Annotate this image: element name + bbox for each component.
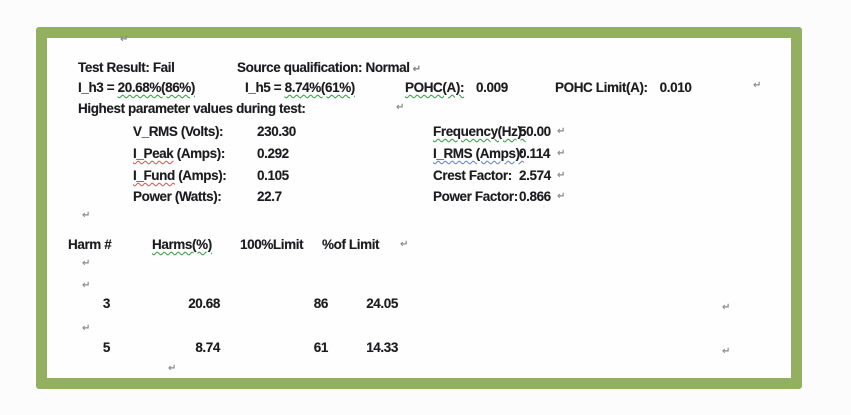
param-value: 2.574 — [519, 168, 551, 183]
pohc-label: POHC(A): — [405, 80, 465, 95]
test-result: Test Result: Fail — [78, 60, 175, 75]
param-label-text: Power Factor: — [433, 189, 518, 204]
pilcrow-mark: ↵ — [400, 239, 409, 250]
pilcrow-mark: ↵ — [557, 126, 566, 137]
cell-harm-number: 5 — [102, 340, 111, 355]
table-row: 3 20.68 86 24.05 ↵ — [0, 296, 851, 313]
pilcrow-mark: ↵ — [120, 34, 129, 45]
param-label-text: (Amps): — [173, 146, 226, 161]
param-label: I_Fund (Amps): — [133, 168, 227, 183]
param-value: 0.866 — [519, 189, 551, 204]
ih3-reading: I_h3 = 20.68%(86%) — [78, 80, 195, 95]
pilcrow-mark: ↵ — [557, 148, 566, 159]
param-value: 0.105 — [257, 168, 289, 183]
table-row: 5 8.74 61 14.33 ↵ — [0, 340, 851, 357]
param-label-text: V_RMS (Volts): — [133, 124, 224, 139]
pohc-limit-label: POHC Limit(A): — [555, 80, 648, 95]
pilcrow-mark: ↵ — [82, 258, 91, 269]
parameter-row: V_RMS (Volts): 230.30 Frequency(Hz): 50.… — [0, 124, 851, 141]
pilcrow-mark: ↵ — [722, 346, 731, 357]
param-label: Frequency(Hz): — [433, 124, 526, 139]
pohc-value: 0.009 — [476, 80, 508, 95]
section-title: Highest parameter values during test: — [78, 101, 306, 116]
section-title-line: Highest parameter values during test: ↵ — [0, 101, 851, 118]
cell-pct-of-limit: 24.05 — [366, 296, 398, 311]
ih5-value: 8.74%(61%) — [284, 80, 356, 95]
pilcrow-mark: ↵ — [722, 302, 731, 313]
cell-limit: 86 — [313, 296, 329, 311]
param-label-marked: Frequency(Hz): — [433, 124, 526, 139]
param-label: Power (Watts): — [133, 189, 222, 204]
source-label: Source qualification: — [237, 60, 363, 75]
table-header-limit: 100%Limit — [240, 237, 304, 252]
cell-harms-pct: 8.74 — [195, 340, 220, 355]
param-value: 0.292 — [257, 146, 289, 161]
ih3-prefix: I_h3 = — [78, 80, 118, 95]
pilcrow-mark: ↵ — [168, 363, 177, 374]
param-label: V_RMS (Volts): — [133, 124, 224, 139]
ih5-prefix: I_h5 = — [245, 80, 285, 95]
pilcrow-mark: ↵ — [82, 280, 91, 291]
pohc-limit-value: 0.010 — [659, 80, 692, 95]
param-value: 50.00 — [519, 124, 551, 139]
cell-harm-number: 3 — [102, 296, 111, 311]
test-result-value: Fail — [152, 60, 175, 75]
pohc-reading: POHC(A): 0.009 — [405, 80, 508, 95]
pilcrow-mark: ↵ — [412, 64, 421, 75]
source-value: Normal — [365, 60, 410, 75]
param-value: 230.30 — [257, 124, 296, 139]
table-header-row: Harm # Harms(%) 100%Limit %of Limit ↵ — [0, 237, 851, 254]
param-label: I_RMS (Amps): — [433, 146, 524, 161]
ih5-reading: I_h5 = 8.74%(61%) — [245, 80, 355, 95]
cell-limit: 61 — [313, 340, 329, 355]
source-qualification: Source qualification: Normal ↵ — [237, 60, 421, 75]
param-value: 0.114 — [519, 146, 551, 161]
pilcrow-mark: ↵ — [753, 80, 762, 91]
param-label-marked: I_Fund — [133, 168, 175, 183]
param-value: 22.7 — [257, 189, 282, 204]
parameter-row: I_Peak (Amps): 0.292 I_RMS (Amps): 0.114… — [0, 146, 851, 163]
param-label-text: (Amps): — [174, 168, 227, 183]
pilcrow-mark: ↵ — [396, 102, 405, 113]
param-label-marked: I_RMS (Amps): — [433, 146, 524, 161]
pilcrow-mark: ↵ — [82, 210, 91, 221]
ih3-value: 20.68%(86%) — [117, 80, 196, 95]
param-label: I_Peak (Amps): — [133, 146, 225, 161]
pilcrow-mark: ↵ — [557, 191, 566, 202]
summary-line-1: Test Result: Fail Source qualification: … — [0, 60, 851, 77]
parameter-row: I_Fund (Amps): 0.105 Crest Factor: 2.574… — [0, 168, 851, 185]
table-header-pct-of-limit: %of Limit — [322, 237, 380, 252]
table-header-harm: Harm # — [68, 237, 112, 252]
pilcrow-mark: ↵ — [557, 170, 566, 181]
summary-line-2: I_h3 = 20.68%(86%) I_h5 = 8.74%(61%) POH… — [0, 80, 851, 97]
cell-harms-pct: 20.68 — [188, 296, 220, 311]
report-border-frame — [36, 27, 802, 389]
table-header-harms-pct: Harms(%) — [152, 237, 212, 252]
test-result-label: Test Result: — [78, 60, 150, 75]
pohc-limit: POHC Limit(A): 0.010 — [555, 80, 692, 95]
pilcrow-mark: ↵ — [82, 323, 91, 334]
cell-pct-of-limit: 14.33 — [366, 340, 398, 355]
parameter-row: Power (Watts): 22.7 Power Factor: 0.866 … — [0, 189, 851, 206]
param-label-text: Power (Watts): — [133, 189, 222, 204]
param-label: Crest Factor: — [433, 168, 512, 183]
param-label: Power Factor: — [433, 189, 518, 204]
param-label-marked: I_Peak — [133, 146, 174, 161]
param-label-text: Crest Factor: — [433, 168, 512, 183]
